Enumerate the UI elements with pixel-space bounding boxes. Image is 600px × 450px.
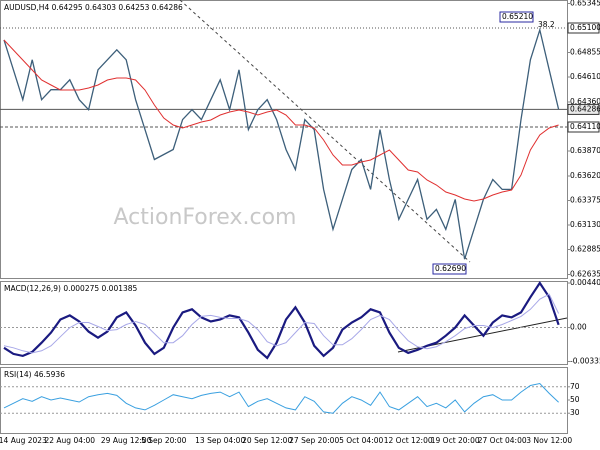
series-line (3, 27, 560, 260)
x-tick-label: 27 Oct 04:00 (478, 436, 527, 445)
y-tick-label: 0.64360 (570, 97, 600, 106)
x-tick-label: 20 Sep 12:00 (242, 436, 292, 445)
y-tick-label: 0.00440 (570, 278, 600, 287)
annotation-label: 0.65210 (502, 12, 533, 21)
y-tick-label: 0.62885 (570, 245, 600, 254)
panel-title: AUDUSD,H4 0.64295 0.64303 0.64253 0.6428… (4, 3, 183, 12)
x-tick-label: 5 Sep 20:00 (141, 436, 187, 445)
level-box (567, 121, 600, 133)
fib-label: 38.2 (538, 20, 555, 29)
watermark: ActionForex.com (114, 205, 297, 230)
price-panel (0, 0, 568, 279)
y-tick-label: 70 (570, 382, 580, 391)
annotation-box (432, 263, 467, 275)
y-tick-label: 0.65345 (570, 0, 600, 8)
annotation-box (499, 11, 534, 23)
trend-line (179, 0, 471, 263)
level-label: 0.64286 (570, 104, 600, 113)
level-label: 0.65100 (570, 23, 600, 32)
y-tick-label: 0.64610 (570, 72, 600, 81)
y-tick-label: 50 (570, 395, 580, 404)
level-box (567, 103, 600, 115)
y-tick-label: 0.62635 (570, 270, 600, 279)
x-tick-label: 14 Aug 2023 (0, 436, 47, 445)
x-tick-label: 12 Oct 12:00 (384, 436, 433, 445)
macd-panel (0, 281, 568, 365)
panel-title: RSI(14) 46.5936 (4, 370, 65, 379)
level-box (567, 22, 600, 34)
series-line (3, 39, 559, 202)
y-tick-label: 30 (570, 408, 580, 417)
series-line (3, 382, 559, 414)
panel-title: MACD(12,26,9) 0.000275 0.001385 (4, 284, 138, 293)
x-tick-label: 13 Sep 04:00 (195, 436, 245, 445)
y-tick-label: 0.64855 (570, 48, 600, 57)
x-tick-label: 19 Oct 20:00 (431, 436, 480, 445)
y-tick-label: 0.00 (570, 323, 587, 332)
y-tick-label: -0.003351 (570, 356, 600, 365)
x-tick-label: 29 Aug 12:00 (101, 436, 152, 445)
x-tick-label: 5 Oct 04:00 (339, 436, 383, 445)
rsi-panel (0, 367, 568, 434)
y-tick-label: 0.63870 (570, 146, 600, 155)
level-label: 0.64110 (570, 122, 600, 131)
x-tick-label: 3 Nov 12:00 (526, 436, 572, 445)
annotation-label: 0.62690 (435, 264, 466, 273)
y-tick-label: 0.63620 (570, 171, 600, 180)
x-tick-label: 22 Aug 04:00 (45, 436, 96, 445)
series-line (3, 293, 560, 354)
y-tick-label: 0.63375 (570, 196, 600, 205)
series-line (3, 281, 560, 360)
x-tick-label: 27 Sep 20:00 (289, 436, 339, 445)
y-tick-label: 0.63130 (570, 220, 600, 229)
